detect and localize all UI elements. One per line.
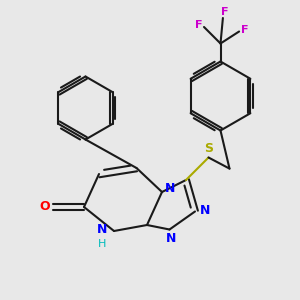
- Text: F: F: [241, 25, 248, 35]
- Text: S: S: [204, 142, 213, 155]
- Text: N: N: [166, 232, 176, 245]
- Text: N: N: [97, 223, 107, 236]
- Text: H: H: [98, 238, 106, 249]
- Text: N: N: [200, 204, 210, 218]
- Text: F: F: [221, 7, 228, 17]
- Text: F: F: [195, 20, 202, 30]
- Text: N: N: [165, 182, 176, 196]
- Text: O: O: [40, 200, 50, 214]
